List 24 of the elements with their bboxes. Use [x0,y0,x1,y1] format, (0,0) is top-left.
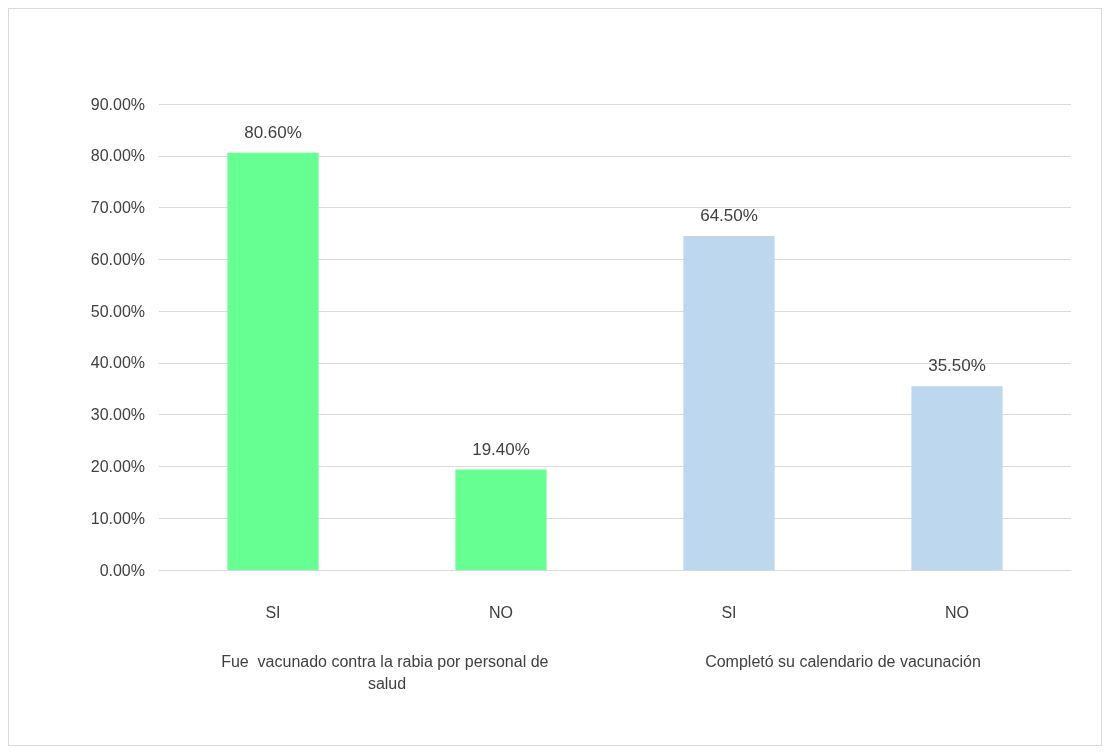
y-tick-label: 20.00% [90,457,145,475]
y-tick-label: 0.00% [99,561,145,579]
y-tick-label: 90.00% [90,95,145,113]
bar [911,386,1003,570]
bar [227,152,319,570]
text: Fue vacunado contra la rabia por personal de salud [221,652,553,692]
x-tick-label: NO [945,603,969,621]
x-tick-label: NO [489,603,513,621]
data-label: 19.40% [472,439,530,459]
text: Completó su calendario de vacunación [705,652,981,670]
x-tick-label: SI [721,603,737,621]
data-label: 80.60% [244,122,302,142]
y-tick-label: 10.00% [90,509,145,527]
y-tick-label: 40.00% [90,354,145,372]
bar [455,469,547,570]
y-tick-label: 50.00% [90,302,145,320]
data-label: 64.50% [700,206,758,226]
y-tick-label: 60.00% [90,250,145,268]
bar [683,236,775,570]
y-tick-label: 80.00% [90,147,145,165]
y-tick-label: 70.00% [90,199,145,217]
y-tick-label: 30.00% [90,406,145,424]
x-tick-label: SI [265,603,281,621]
data-label: 35.50% [928,356,986,376]
